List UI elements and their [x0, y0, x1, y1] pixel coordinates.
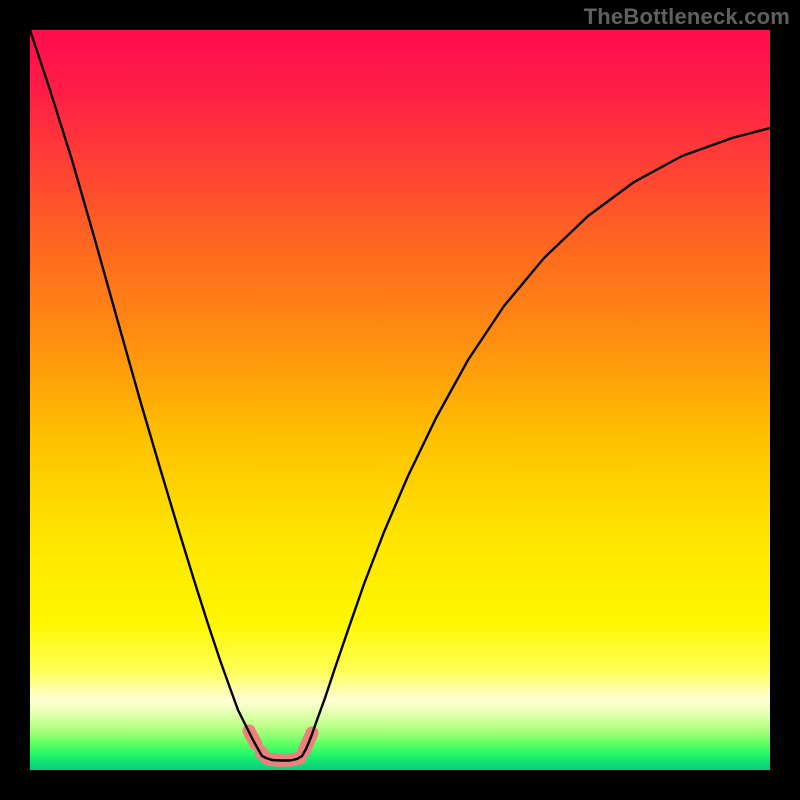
plot-area: [30, 30, 770, 770]
watermark-text: TheBottleneck.com: [584, 4, 790, 30]
